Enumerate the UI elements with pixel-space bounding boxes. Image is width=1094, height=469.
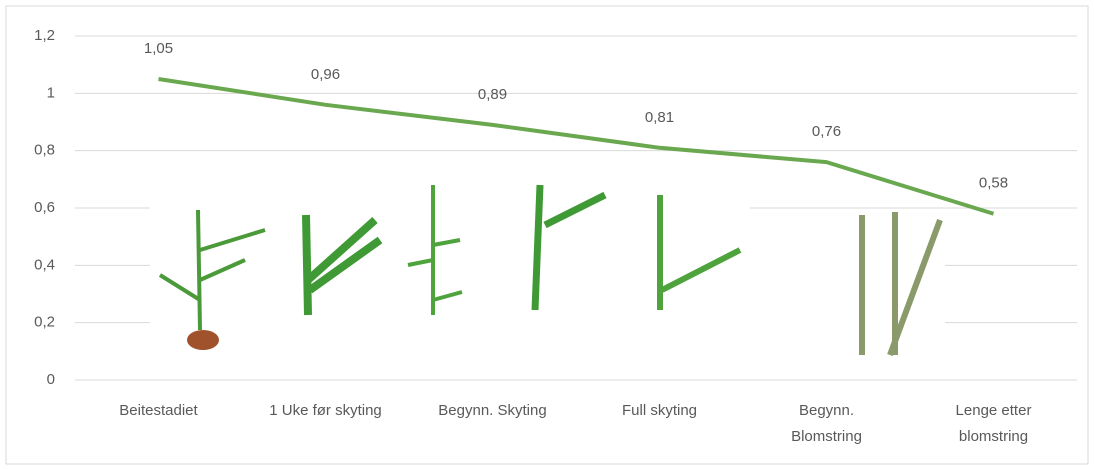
- data-label: 0,58: [979, 175, 1008, 192]
- x-tick-label: Begynn. Blomstring: [791, 402, 862, 445]
- data-label: 0,96: [311, 66, 340, 83]
- y-tick-label: 0,4: [34, 256, 55, 273]
- plant: [302, 214, 383, 316]
- x-tick-label: Full skyting: [621, 402, 698, 419]
- illustration-background: [150, 165, 750, 360]
- plant: [158, 209, 266, 331]
- plant-root: [187, 330, 219, 350]
- y-tick-label: 0,2: [34, 314, 55, 331]
- x-tick-label: Lenge etter blomstring: [955, 402, 1032, 445]
- plant: [531, 184, 607, 311]
- y-tick-label: 1,2: [34, 27, 55, 44]
- y-tick-label: 0,8: [34, 142, 55, 159]
- plant: [657, 195, 742, 310]
- y-tick-label: 0: [47, 371, 55, 388]
- data-label: 1,05: [144, 40, 173, 57]
- x-tick-label: 1 Uke før skyting: [269, 402, 382, 419]
- y-tick-label: 1: [47, 84, 55, 101]
- x-tick-label: Beitestadiet: [119, 402, 198, 419]
- illustration-background: [750, 210, 945, 360]
- data-line: [158, 77, 995, 216]
- data-label: 0,89: [478, 86, 507, 103]
- plant: [407, 185, 463, 315]
- y-tick-label: 0,6: [34, 199, 55, 216]
- data-label: 0,76: [812, 123, 841, 140]
- plant-illustrations: [150, 165, 945, 360]
- data-label: 0,81: [645, 109, 674, 126]
- plant: [859, 212, 943, 357]
- x-tick-label: Begynn. Skyting: [438, 402, 547, 419]
